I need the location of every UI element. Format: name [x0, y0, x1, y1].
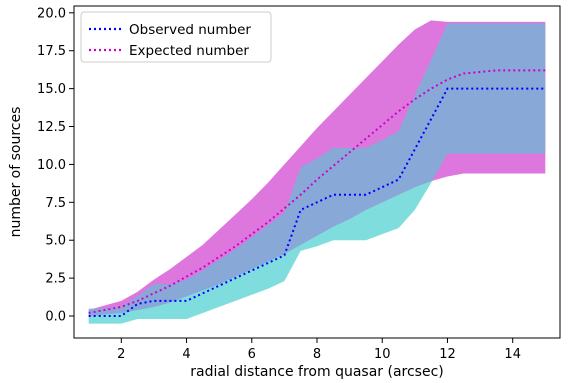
y-tick-label: 0.0	[45, 310, 66, 325]
y-tick-label: 15.0	[37, 82, 66, 97]
x-tick-label: 4	[182, 347, 190, 362]
band-overlap	[88, 23, 546, 317]
y-tick-label: 10.0	[37, 158, 66, 173]
x-tick-label: 6	[248, 347, 256, 362]
x-tick-label: 12	[439, 347, 456, 362]
y-tick-label: 17.5	[37, 44, 66, 59]
y-tick-label: 2.5	[45, 272, 66, 287]
y-axis-ticks: 0.0 2.5 5.0 7.5 10.0 12.5 15.0 17.5 20.0	[37, 6, 74, 325]
legend-box	[80, 11, 272, 63]
legend-label-expected: Expected number	[129, 43, 249, 59]
x-tick-label: 8	[313, 347, 321, 362]
y-tick-label: 7.5	[45, 196, 66, 211]
x-tick-label: 14	[504, 347, 521, 362]
y-tick-label: 20.0	[37, 6, 66, 21]
x-axis-ticks: 2 4 6 8 10 12 14	[117, 338, 521, 362]
x-axis-label: radial distance from quasar (arcsec)	[190, 364, 444, 380]
legend: Observed number Expected number	[80, 11, 272, 63]
legend-label-observed: Observed number	[129, 22, 251, 38]
uncertainty-bands	[88, 20, 546, 324]
x-tick-label: 2	[117, 347, 125, 362]
y-tick-label: 5.0	[45, 234, 66, 249]
line-observed	[88, 87, 546, 318]
y-axis-label: number of sources	[8, 107, 24, 238]
series-lines	[88, 69, 546, 318]
line-expected	[88, 69, 546, 314]
x-tick-label: 10	[374, 347, 391, 362]
y-tick-label: 12.5	[37, 120, 66, 135]
